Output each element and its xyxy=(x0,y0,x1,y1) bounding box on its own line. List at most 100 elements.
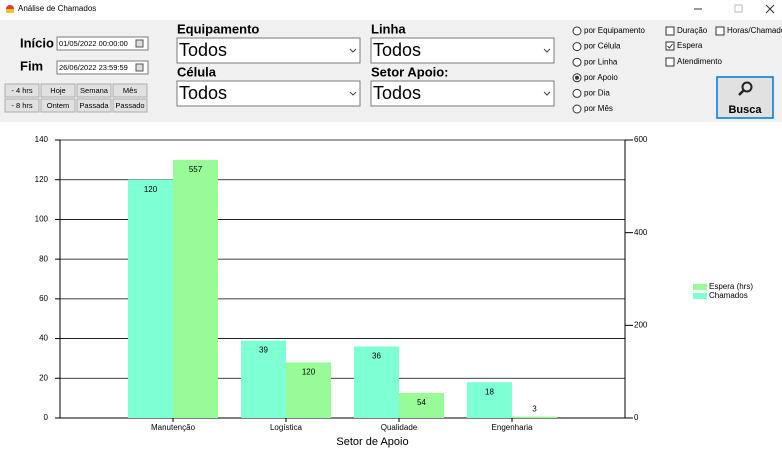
radio-dot xyxy=(575,75,579,80)
dropdown-arrow xyxy=(349,91,357,96)
bar xyxy=(241,340,286,418)
dropdown[interactable] xyxy=(370,37,555,64)
checkbox-label: Atendimento xyxy=(677,57,722,66)
bar xyxy=(399,392,444,418)
close-button[interactable] xyxy=(765,4,775,14)
data-label: 120 xyxy=(144,185,158,194)
checkmark xyxy=(667,43,673,49)
dropdown-arrow xyxy=(349,48,357,53)
y2-tick-label: 200 xyxy=(634,320,648,329)
quick-button[interactable] xyxy=(4,98,40,113)
radio-button[interactable] xyxy=(572,42,582,52)
radio-label: por Dia xyxy=(584,89,610,98)
y-tick-label: 40 xyxy=(39,334,48,343)
data-label: 54 xyxy=(417,398,426,407)
dropdown-label: Linha xyxy=(371,21,406,36)
checkbox-label: Horas/Chamado xyxy=(727,26,782,35)
quick-button-label: Semana xyxy=(80,86,109,95)
bar xyxy=(128,179,173,418)
search-icon xyxy=(738,89,745,96)
bar xyxy=(354,346,399,418)
dropdown-value: Todos xyxy=(179,40,227,60)
radio-label: por Linha xyxy=(584,57,618,66)
quick-button-label: Ontem xyxy=(47,101,70,110)
y2-tick-label: 600 xyxy=(634,135,648,144)
x-tick-label: Engenharia xyxy=(492,423,533,432)
y2-tick-label: 400 xyxy=(634,228,648,237)
bar xyxy=(173,159,218,418)
quick-button[interactable] xyxy=(40,98,76,113)
y-tick-label: 140 xyxy=(35,135,49,144)
dropdown-value: Todos xyxy=(373,83,421,103)
bar xyxy=(286,362,331,418)
dropdown-label: Setor Apoio: xyxy=(371,64,449,79)
y-tick-label: 20 xyxy=(39,373,48,382)
quick-button[interactable] xyxy=(76,98,112,113)
checkbox-label: Espera xyxy=(677,41,703,50)
dropdown[interactable] xyxy=(176,80,361,107)
y-tick-label: 60 xyxy=(39,294,48,303)
x-tick-label: Manutenção xyxy=(151,423,196,432)
date-value: 01/05/2022 00:00:00 xyxy=(59,39,128,48)
y-tick-label: 120 xyxy=(35,175,49,184)
date-picker[interactable] xyxy=(56,60,149,75)
legend-swatch xyxy=(693,293,707,299)
data-label: 120 xyxy=(302,368,316,377)
radio-label: por Célula xyxy=(584,42,621,51)
legend-label: Chamados xyxy=(709,291,748,300)
x-tick-label: Qualidade xyxy=(381,423,418,432)
quick-button-label: - 4 hrs xyxy=(11,86,33,95)
quick-button-label: Hoje xyxy=(50,86,65,95)
quick-button[interactable] xyxy=(76,83,112,98)
date-label: Fim xyxy=(20,58,43,73)
radio-button[interactable] xyxy=(572,88,582,98)
x-tick-label: Logística xyxy=(270,423,303,432)
quick-button[interactable] xyxy=(112,98,148,113)
date-label: Início xyxy=(20,35,54,50)
radio-label: por Mês xyxy=(584,104,613,113)
dropdown-value: Todos xyxy=(373,40,421,60)
y-tick-label: 100 xyxy=(35,215,49,224)
dropdown-label: Célula xyxy=(177,64,217,79)
dropdown[interactable] xyxy=(370,80,555,107)
dropdown-label: Equipamento xyxy=(177,21,259,36)
app-icon xyxy=(6,9,14,13)
quick-button[interactable] xyxy=(112,83,148,98)
radio-button[interactable] xyxy=(572,26,582,36)
y-tick-label: 80 xyxy=(39,254,48,263)
checkbox[interactable] xyxy=(665,41,675,51)
dropdown-value: Todos xyxy=(179,83,227,103)
dropdown-arrow xyxy=(543,91,551,96)
date-picker[interactable] xyxy=(56,36,149,51)
checkbox[interactable] xyxy=(715,26,725,36)
quick-button-label: Passado xyxy=(115,101,144,110)
window-title: Análise de Chamados xyxy=(18,4,96,13)
bar xyxy=(512,416,557,418)
calendar-icon xyxy=(135,63,144,72)
search-icon xyxy=(741,81,753,93)
x-axis-label: Setor de Apoio xyxy=(336,436,408,448)
quick-button[interactable] xyxy=(40,83,76,98)
data-label: 36 xyxy=(372,352,381,361)
y2-tick-label: 0 xyxy=(634,413,639,422)
quick-button[interactable] xyxy=(4,83,40,98)
data-label: 39 xyxy=(259,346,268,355)
data-label: 3 xyxy=(532,405,537,414)
checkbox[interactable] xyxy=(665,26,675,36)
quick-button-label: Mês xyxy=(123,86,137,95)
legend-swatch xyxy=(693,284,707,290)
radio-button[interactable] xyxy=(572,57,582,67)
calendar-icon xyxy=(135,39,144,48)
date-value: 26/06/2022 23:59:59 xyxy=(59,63,128,72)
search-label: Busca xyxy=(728,104,762,116)
checkbox[interactable] xyxy=(665,57,675,67)
dropdown[interactable] xyxy=(176,37,361,64)
maximize-button[interactable] xyxy=(734,4,743,13)
bar xyxy=(467,382,512,418)
data-label: 557 xyxy=(189,165,203,174)
radio-label: por Equipamento xyxy=(584,26,645,35)
radio-label: por Apoio xyxy=(584,73,618,82)
quick-button-label: - 8 hrs xyxy=(11,101,33,110)
radio-button[interactable] xyxy=(572,104,582,114)
